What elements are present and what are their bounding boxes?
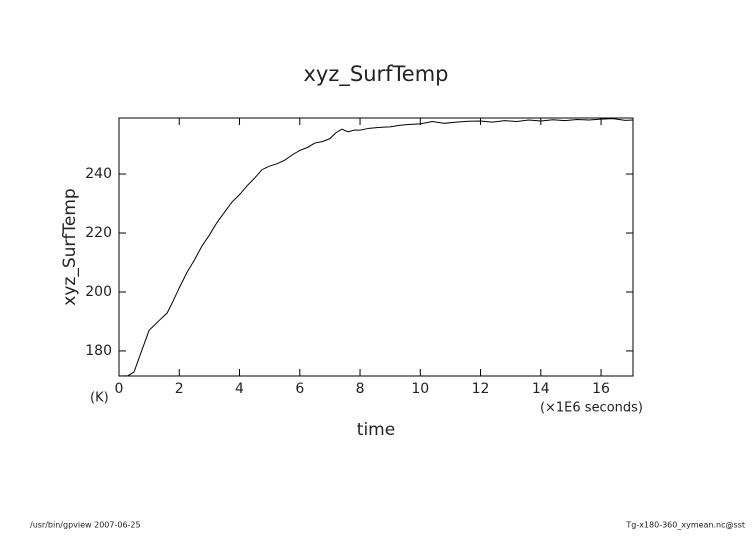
- x-tick-label: 14: [532, 381, 550, 397]
- y-tick-label: 220: [85, 225, 112, 241]
- x-tick-label: 16: [592, 381, 610, 397]
- x-tick-label: 6: [295, 381, 304, 397]
- chart-title: xyz_SurfTemp: [303, 62, 448, 87]
- x-tick-label: 8: [356, 381, 365, 397]
- y-tick-label: 240: [85, 166, 112, 182]
- y-unit-label: (K): [90, 391, 109, 406]
- x-unit-label: (×1E6 seconds): [540, 401, 643, 416]
- y-tick-label: 180: [85, 343, 112, 359]
- footer-right: Tg-x180-360_xymean.nc@sst: [625, 521, 745, 530]
- x-tick-label: 2: [175, 381, 184, 397]
- footer-left: /usr/bin/gpview 2007-06-25: [30, 521, 141, 530]
- x-tick-label: 12: [472, 381, 490, 397]
- x-tick-label: 10: [411, 381, 429, 397]
- data-line: [118, 118, 634, 377]
- plot-frame: [118, 117, 634, 377]
- y-tick-label: 200: [85, 284, 112, 300]
- x-tick-label: 4: [235, 381, 244, 397]
- x-axis-label: time: [357, 420, 395, 440]
- x-tick-label: 0: [115, 381, 124, 397]
- y-axis-label: xyz_SurfTemp: [60, 188, 80, 305]
